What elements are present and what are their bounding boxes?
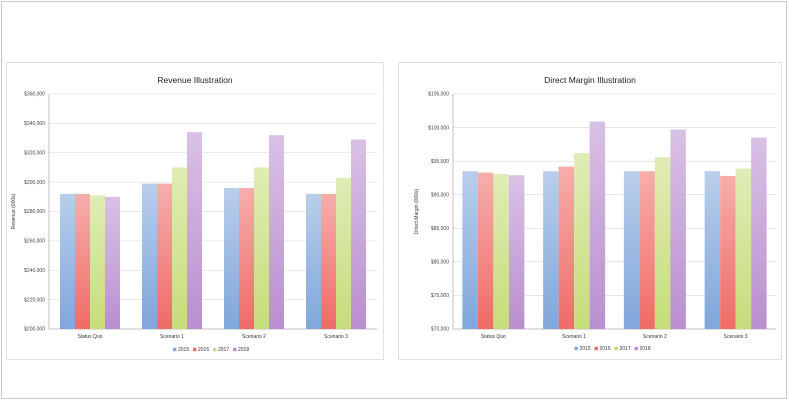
revenue-bar-2015 bbox=[142, 183, 157, 329]
margin-chart-svg: $70,000 $75,000 $80,000 $85,000 $90,000 $95,0… bbox=[414, 92, 776, 352]
revenue-legend-swatch bbox=[213, 347, 217, 352]
revenue-bar-2018 bbox=[187, 132, 202, 329]
margin-chart-panel: Direct Margin Illustration $70,000 $75,00… bbox=[398, 62, 782, 360]
revenue-ytick-label: $320,000 bbox=[24, 150, 45, 156]
margin-category-label: Status Quo bbox=[481, 334, 506, 340]
revenue-bar-2015 bbox=[224, 188, 239, 329]
revenue-ytick-label: $240,000 bbox=[24, 268, 45, 274]
margin-legend-label: 2017 bbox=[620, 346, 631, 352]
margin-bar-2015 bbox=[543, 171, 559, 329]
revenue-chart-title: Revenue Illustration bbox=[157, 75, 233, 85]
revenue-chart-panel: Revenue Illustration $200,000 $220,000 $24… bbox=[6, 62, 384, 360]
margin-bar-2017 bbox=[654, 157, 671, 329]
margin-ytick-label: $105,000 bbox=[428, 92, 449, 98]
revenue-legend-swatch bbox=[173, 347, 177, 352]
revenue-legend-label: 2017 bbox=[218, 347, 229, 353]
revenue-category-label: Scenario 2 bbox=[242, 334, 266, 340]
margin-legend-swatch bbox=[634, 346, 638, 351]
margin-ytick-label: $95,000 bbox=[431, 159, 449, 165]
margin-ytick-label: $70,000 bbox=[431, 327, 449, 333]
margin-category-label: Scenario 2 bbox=[643, 334, 667, 340]
revenue-bar-2018 bbox=[105, 196, 120, 329]
revenue-ytick-label: $300,000 bbox=[24, 180, 45, 186]
margin-legend-swatch bbox=[574, 346, 578, 351]
margin-ytick-label: $80,000 bbox=[431, 260, 449, 266]
revenue-chart-svg: $200,000 $220,000 $240,000 $260,000 $280,000… bbox=[11, 92, 377, 353]
margin-bar-2015 bbox=[623, 171, 640, 329]
margin-category-label: Scenario 1 bbox=[562, 334, 586, 340]
margin-bar-2018 bbox=[589, 121, 606, 330]
margin-bar-2017 bbox=[574, 153, 590, 329]
revenue-bar-2015 bbox=[60, 193, 75, 329]
margin-legend-swatch bbox=[594, 346, 598, 351]
revenue-bar-2015 bbox=[306, 193, 321, 329]
revenue-bar-2018 bbox=[269, 135, 284, 329]
margin-bar-2017 bbox=[493, 173, 509, 329]
revenue-legend-swatch bbox=[233, 347, 237, 352]
revenue-legend-swatch bbox=[193, 347, 197, 352]
margin-bar-2016 bbox=[639, 171, 655, 329]
revenue-ytick-label: $200,000 bbox=[24, 327, 45, 333]
margin-bar-2018 bbox=[508, 175, 525, 329]
margin-bar-2015 bbox=[462, 171, 478, 329]
margin-legend-label: 2018 bbox=[640, 346, 651, 352]
revenue-bar-2018 bbox=[351, 139, 366, 329]
margin-bar-2018 bbox=[751, 137, 767, 329]
margin-chart-title: Direct Margin Illustration bbox=[544, 75, 636, 85]
revenue-ytick-label: $220,000 bbox=[24, 297, 45, 303]
margin-bar-2018 bbox=[670, 129, 686, 329]
margin-bar-2016 bbox=[477, 172, 494, 329]
revenue-legend-label: 2016 bbox=[198, 347, 209, 353]
margin-bar-2016 bbox=[720, 175, 736, 329]
margin-ytick-label: $75,000 bbox=[431, 293, 449, 299]
margin-ytick-label: $90,000 bbox=[431, 192, 449, 198]
revenue-legend-label: 2018 bbox=[238, 347, 249, 353]
revenue-category-label: Scenario 3 bbox=[324, 334, 348, 340]
revenue-bar-2016 bbox=[321, 193, 336, 329]
revenue-category-label: Scenario 1 bbox=[160, 334, 184, 340]
revenue-legend-label: 2015 bbox=[178, 347, 189, 353]
margin-category-label: Scenario 3 bbox=[724, 334, 748, 340]
revenue-bar-2016 bbox=[75, 193, 90, 329]
revenue-category-label: Status Quo bbox=[77, 334, 102, 340]
revenue-ytick-label: $260,000 bbox=[24, 239, 45, 245]
revenue-ytick-label: $280,000 bbox=[24, 209, 45, 215]
revenue-bar-2017 bbox=[90, 195, 105, 329]
revenue-bar-2017 bbox=[336, 177, 351, 329]
margin-ytick-label: $85,000 bbox=[431, 226, 449, 232]
margin-y-axis-label: Direct Margin (000s) bbox=[414, 189, 420, 235]
margin-bar-2016 bbox=[558, 166, 575, 329]
revenue-bar-2017 bbox=[254, 167, 269, 329]
revenue-ytick-label: $340,000 bbox=[24, 121, 45, 127]
revenue-bar-2016 bbox=[239, 188, 254, 329]
margin-bar-2015 bbox=[704, 171, 721, 329]
margin-legend-label: 2016 bbox=[600, 346, 611, 352]
revenue-y-axis-label: Revenue (000s) bbox=[11, 193, 17, 229]
margin-legend-label: 2015 bbox=[580, 346, 591, 352]
margin-bar-2017 bbox=[735, 168, 752, 329]
margin-ytick-label: $100,000 bbox=[428, 125, 449, 131]
revenue-bar-2017 bbox=[172, 167, 187, 329]
revenue-bar-2016 bbox=[157, 183, 172, 329]
revenue-ytick-label: $360,000 bbox=[24, 92, 45, 98]
margin-legend-swatch bbox=[614, 346, 618, 351]
